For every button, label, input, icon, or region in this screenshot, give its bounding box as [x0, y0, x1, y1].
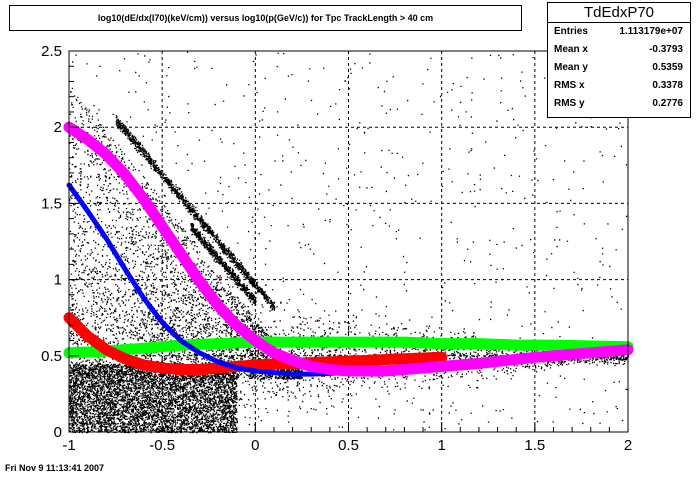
- x-tick-label: -0.5: [149, 437, 175, 454]
- stats-row-mean-x: Mean x -0.3793: [548, 41, 690, 59]
- stats-value: 0.2776: [652, 98, 683, 109]
- y-tick-label: 1.5: [41, 195, 62, 212]
- x-tick-label: 1: [437, 437, 445, 454]
- x-tick-label: 2: [624, 437, 632, 454]
- stats-value: 0.3378: [652, 80, 683, 91]
- stats-row-entries: Entries 1.113179e+07: [548, 23, 690, 41]
- stats-row-rms-x: RMS x 0.3378: [548, 77, 690, 95]
- axis-ticks: -1 -0.5 0 0.5 1 1.5 2 0 0.5 1 1.5 2 2.5: [41, 43, 632, 454]
- y-tick-label: 2.5: [41, 43, 62, 60]
- stats-name: TdEdxP70: [548, 3, 690, 23]
- band-series-0: [63, 121, 634, 377]
- y-tick-label: 2: [54, 119, 62, 136]
- bands: [63, 121, 634, 377]
- x-tick-label: 0.5: [338, 437, 359, 454]
- stats-row-rms-y: RMS y 0.2776: [548, 95, 690, 113]
- stats-label: Entries: [554, 26, 588, 37]
- y-tick-label: 0.5: [41, 348, 62, 365]
- x-tick-label: 1.5: [524, 437, 545, 454]
- y-tick-label: 0: [54, 424, 62, 441]
- stats-box: TdEdxP70 Entries 1.113179e+07 Mean x -0.…: [547, 2, 691, 118]
- x-tick-label: -1: [62, 437, 75, 454]
- stats-label: RMS y: [554, 98, 585, 109]
- band-series-2: [63, 312, 448, 375]
- stats-row-mean-y: Mean y 0.5359: [548, 59, 690, 77]
- band-series-3: [63, 336, 634, 359]
- stats-label: Mean y: [554, 62, 588, 73]
- stats-value: 1.113179e+07: [619, 26, 683, 37]
- y-tick-label: 1: [54, 272, 62, 289]
- timestamp: Fri Nov 9 11:13:41 2007: [5, 463, 105, 473]
- histogram-title: log10(dE/dx(I70)(keV/cm)) versus log10(p…: [9, 5, 522, 31]
- stats-value: 0.5359: [652, 62, 683, 73]
- x-tick-label: 0: [251, 437, 259, 454]
- stats-label: Mean x: [554, 44, 588, 55]
- stats-value: -0.3793: [649, 44, 683, 55]
- stats-label: RMS x: [554, 80, 585, 91]
